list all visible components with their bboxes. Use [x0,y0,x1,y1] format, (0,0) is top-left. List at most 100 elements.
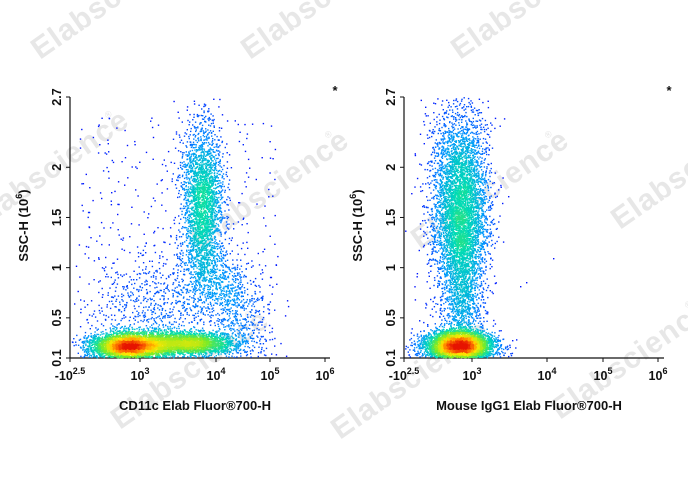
event-point [103,343,105,345]
event-point [173,357,175,359]
event-point [119,331,121,333]
event-point [107,356,109,358]
watermark-text: Elabscience [235,0,405,66]
event-point [118,332,120,335]
event-point [106,337,109,339]
event-point [124,331,127,333]
event-point [117,330,120,332]
event-point [95,342,97,344]
event-point [112,347,115,350]
event-point [119,354,121,356]
event-point [96,333,98,336]
event-point [120,337,122,339]
event-point [96,356,99,359]
event-point [94,333,96,336]
event-points [71,98,290,359]
event-point [153,331,155,333]
event-point [161,356,164,358]
event-point [115,331,117,333]
event-point [98,351,100,354]
event-point [94,331,96,333]
event-point [213,356,216,358]
event-point [164,355,166,357]
event-point [108,334,110,336]
event-point [99,334,102,336]
event-point [98,345,100,348]
event-point [203,323,205,326]
event-point [111,353,113,356]
event-point [117,355,119,357]
event-point [140,354,143,357]
event-point [96,341,99,343]
event-point [119,335,121,337]
event-point [163,329,166,331]
event-point [97,341,100,343]
event-point [96,340,98,342]
watermark-registered-mark: ® [323,128,334,140]
event-point [115,345,118,347]
event-point [128,335,130,337]
event-point [130,335,132,337]
event-point [155,353,157,356]
event-point [144,330,146,332]
event-point [177,325,180,328]
event-point [94,355,96,357]
watermark-text: Elabscience [445,0,615,66]
event-point [104,340,106,343]
event-point [117,351,120,354]
event-point [165,329,167,331]
event-point [84,349,86,351]
event-point [133,331,135,333]
event-point [144,336,146,338]
event-point [83,341,85,343]
watermark-text: Elabscience [605,103,688,236]
event-point [92,335,95,337]
event-point [107,334,109,337]
event-point [114,329,117,331]
event-point [132,355,134,357]
watermark-registered-mark: ® [543,128,554,140]
event-point [106,336,108,338]
event-point [144,351,147,353]
event-point [87,351,90,354]
event-point [253,340,255,343]
event-point [114,349,116,351]
event-point [221,332,223,334]
event-point [113,326,115,328]
event-point [155,356,157,358]
event-point [148,355,150,358]
event-point [122,354,124,356]
event-point [90,336,93,338]
event-point [103,350,105,352]
event-point [127,349,129,351]
event-point [103,356,105,358]
event-point [123,317,125,319]
event-point [103,333,105,335]
event-point [221,349,223,352]
event-point [90,354,93,357]
event-point [240,352,242,355]
event-point [116,324,118,326]
event-point [113,342,115,345]
event-point [100,349,102,352]
event-point [100,341,102,343]
event-point [94,342,96,345]
event-point [132,356,134,358]
event-point [125,328,127,330]
event-point [146,336,148,338]
event-point [108,355,111,358]
event-point [226,350,229,352]
event-point [124,332,126,335]
event-point [101,352,103,355]
event-point [102,337,104,339]
event-point [107,348,109,350]
event-point [158,333,160,335]
event-point [98,336,100,338]
event-point [88,356,90,358]
event-point [85,354,87,357]
event-point [88,345,90,348]
event-point [94,337,97,340]
event-point [75,344,77,346]
event-point [149,332,151,335]
event-point [161,349,163,351]
